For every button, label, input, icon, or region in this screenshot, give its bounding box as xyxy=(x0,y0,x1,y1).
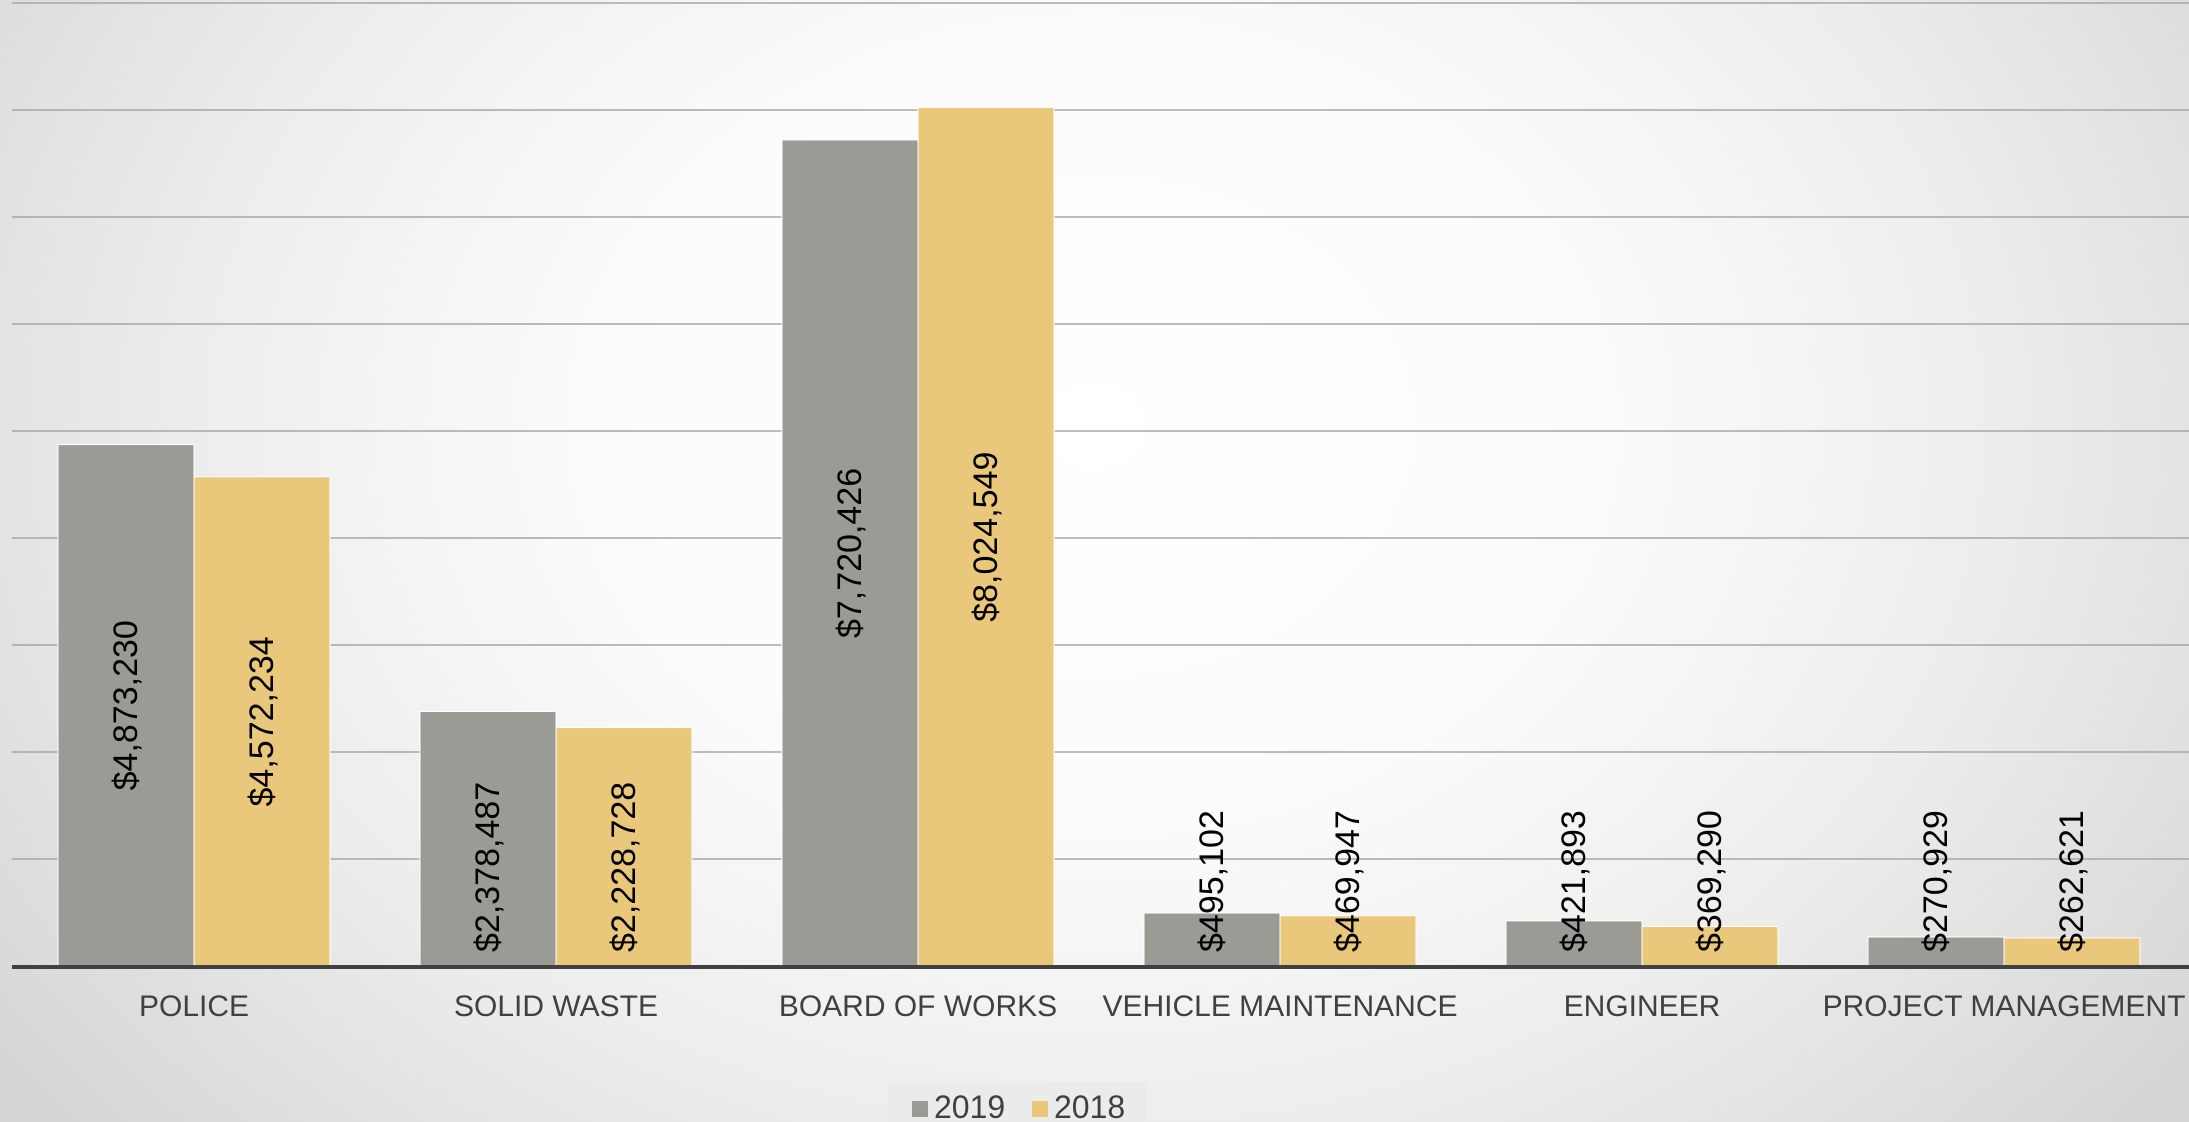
data-label: $2,378,487 xyxy=(469,782,507,952)
legend-swatch xyxy=(912,1101,928,1117)
gridlines xyxy=(12,2,2189,860)
data-label: $421,893 xyxy=(1555,810,1593,952)
legend-background xyxy=(888,1082,1146,1122)
bar-2019-project-management xyxy=(1867,936,2005,967)
data-label: $369,290 xyxy=(1691,810,1729,952)
bars xyxy=(57,106,2141,967)
data-label: $8,024,549 xyxy=(967,452,1005,622)
bar-2018-vehicle-maintenance xyxy=(1279,915,1417,967)
category-labels: POLICE SOLID WASTE BOARD OF WORKS VEHICLE M… xyxy=(139,990,2185,1023)
category-label: PROJECT MANAGEMENT xyxy=(1823,990,2186,1023)
data-label: $469,947 xyxy=(1329,810,1367,952)
bar-2019-board-of-works xyxy=(781,139,919,967)
legend-entry: 2019 xyxy=(934,1089,1005,1122)
bar-2018-board-of-works xyxy=(917,106,1055,967)
data-label: $270,929 xyxy=(1917,810,1955,952)
data-label: $495,102 xyxy=(1193,810,1231,952)
category-label: POLICE xyxy=(139,990,249,1023)
data-labels: $4,873,230 $4,572,234 $2,378,487 $2,228,728… xyxy=(107,452,2091,952)
bar-2018-police xyxy=(193,476,331,967)
bar-2018-engineer xyxy=(1641,925,1779,967)
data-label: $4,873,230 xyxy=(107,620,145,790)
category-label: VEHICLE MAINTENANCE xyxy=(1102,990,1457,1023)
category-label: ENGINEER xyxy=(1564,990,1721,1023)
data-label: $4,572,234 xyxy=(243,636,281,806)
legend: 2019 2018 xyxy=(888,1082,1146,1122)
category-label: BOARD OF WORKS xyxy=(779,990,1057,1023)
bar-2018-project-management xyxy=(2003,937,2141,967)
category-label: SOLID WASTE xyxy=(454,990,658,1023)
legend-entry: 2018 xyxy=(1054,1089,1125,1122)
legend-swatch xyxy=(1032,1101,1048,1117)
bar-2019-engineer xyxy=(1505,920,1643,967)
bar-2019-vehicle-maintenance xyxy=(1143,912,1281,967)
data-label: $2,228,728 xyxy=(605,782,643,952)
data-label: $262,621 xyxy=(2053,810,2091,952)
data-label: $7,720,426 xyxy=(831,468,869,638)
